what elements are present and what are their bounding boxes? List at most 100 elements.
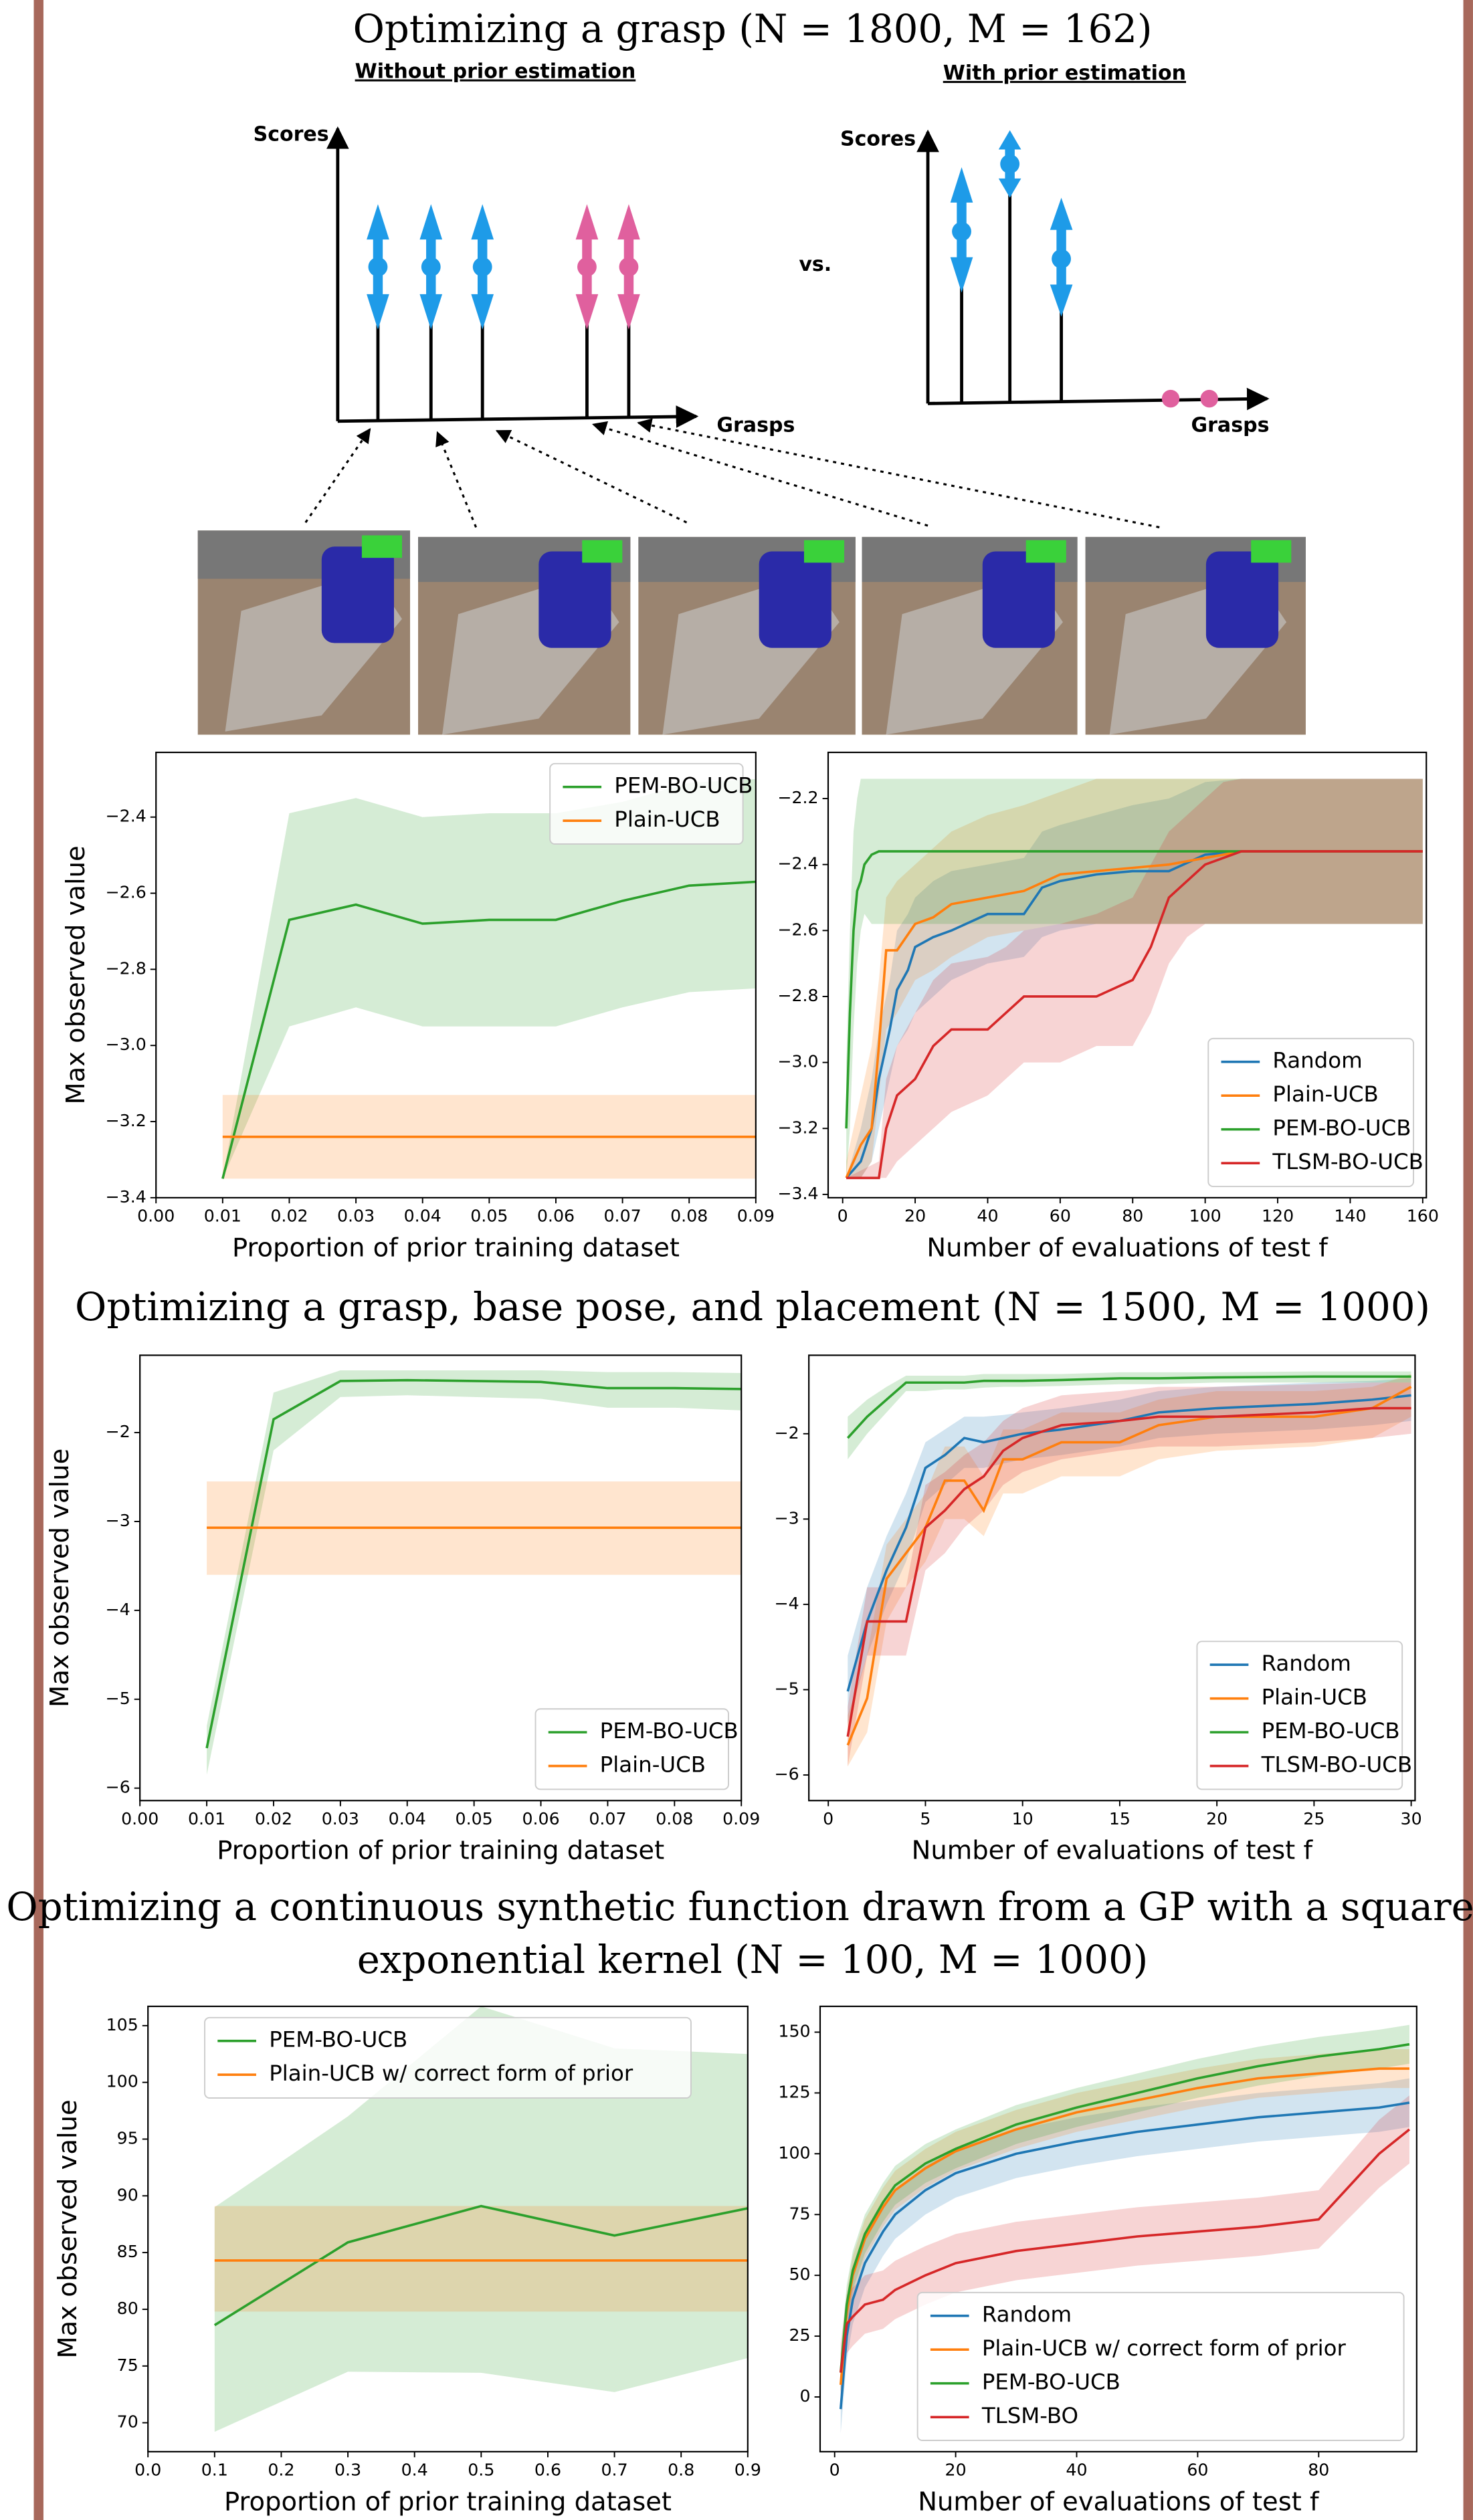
- legend-label: Plain-UCB w/ correct form of prior: [269, 2061, 633, 2086]
- y-tick-label: −2.6: [106, 883, 146, 902]
- y-tick-label: 85: [117, 2242, 138, 2261]
- confidence-band: [214, 2006, 748, 2432]
- series-line: [839, 2128, 1411, 2373]
- legend-frame: [204, 2016, 692, 2099]
- x-tick-label: 0.9: [734, 2460, 761, 2480]
- plot-area: [221, 778, 756, 1179]
- x-tick-label: 0.01: [204, 1206, 241, 1226]
- pointer: [495, 429, 688, 524]
- robot-image: [1085, 536, 1306, 735]
- y-tick-label: −3: [106, 1511, 130, 1530]
- x-tick-label: 0.0: [134, 2460, 161, 2480]
- legend-label: Plain-UCB w/ correct form of prior: [982, 2335, 1347, 2361]
- dot: [952, 221, 971, 241]
- series-line: [846, 1394, 1411, 1692]
- pointer: [637, 418, 1160, 528]
- dot: [472, 257, 492, 277]
- confidence-band: [848, 1374, 1411, 1767]
- legend-label: TLSM-BO-UCB: [1272, 1149, 1423, 1174]
- y-tick-label: −2.4: [106, 807, 146, 826]
- plot-area: [846, 1371, 1412, 1767]
- series-line: [846, 1386, 1412, 1746]
- x-tick-label: 0.02: [270, 1206, 308, 1226]
- legend-frame: [534, 1708, 729, 1790]
- robot-image: [418, 536, 631, 735]
- diagram-heading: With prior estimation: [943, 62, 1186, 85]
- robot-image: [862, 536, 1078, 735]
- pointers: [304, 418, 1160, 528]
- x-tick-label: 80: [1122, 1206, 1143, 1226]
- confidence-band: [846, 778, 1423, 1178]
- confidence-band: [840, 2078, 1409, 2434]
- legend: PEM-BO-UCB Plain-UCB: [549, 762, 753, 845]
- separator: vs.: [799, 253, 831, 276]
- x-tick-label: 0.00: [121, 1809, 159, 1828]
- x-tick-label: 40: [1066, 2460, 1087, 2480]
- plot-area: [205, 1370, 742, 1775]
- legend-label: PEM-BO-UCB: [614, 773, 753, 799]
- confidence-band: [846, 778, 1423, 1178]
- y-tick-label: 75: [789, 2204, 810, 2223]
- x-tick-label: 120: [1262, 1206, 1294, 1226]
- y-tick-label: 125: [778, 2082, 810, 2101]
- robot-images: [197, 530, 1306, 735]
- series-line: [205, 1378, 742, 1749]
- axes-frame: [808, 1354, 1416, 1802]
- y-tick-label: 105: [106, 2015, 138, 2034]
- diagram-heading: Without prior estimation: [355, 60, 636, 84]
- x-tick-label: 0.07: [589, 1809, 626, 1828]
- chart: 0 20 40 60 80 100 120 140 160 −3.4 −3.2 −3.0 −2.8 −2.…: [777, 751, 1439, 1263]
- y-axis-label: Max observed value: [61, 845, 91, 1104]
- x-tick-label: 20: [904, 1206, 926, 1226]
- y-tick-label: −5: [775, 1679, 799, 1698]
- plot-area: [845, 778, 1423, 1180]
- section-title: exponential kernel (N = 100, M = 1000): [357, 1937, 1149, 1982]
- dot: [1161, 389, 1180, 408]
- x-axis-label: Proportion of prior training dataset: [232, 1233, 680, 1263]
- x-tick-label: 0.7: [601, 2460, 628, 2480]
- x-tick-label: 0.01: [188, 1809, 225, 1828]
- y-tick-label: 150: [778, 2022, 810, 2041]
- axis: [337, 405, 699, 428]
- series-line: [213, 2204, 748, 2327]
- legend-frame: [1207, 1037, 1414, 1187]
- x-tick-label: 20: [1206, 1809, 1228, 1828]
- legend-label: PEM-BO-UCB: [1262, 1718, 1400, 1744]
- x-tick-label: 0.09: [722, 1809, 760, 1828]
- series-line: [839, 2067, 1409, 2385]
- y-tick-label: −6: [106, 1778, 130, 1797]
- series-line: [846, 1375, 1411, 1439]
- y-tick-label: 80: [117, 2299, 138, 2318]
- legend-label: Random: [982, 2302, 1072, 2327]
- x-tick-label: 0.03: [322, 1809, 359, 1828]
- x-tick-label: 25: [1303, 1809, 1324, 1828]
- x-tick-label: 10: [1012, 1809, 1034, 1828]
- legend-label: PEM-BO-UCB: [1272, 1116, 1411, 1141]
- x-tick-label: 15: [1109, 1809, 1131, 1828]
- y-tick-label: 70: [117, 2412, 138, 2432]
- y-tick-label: −2.8: [106, 958, 146, 978]
- diagram: Without prior estimation With prior esti…: [197, 60, 1306, 735]
- x-axis-label: Number of evaluations of test f: [912, 1836, 1314, 1866]
- plot-area: [839, 2024, 1411, 2434]
- series-line: [839, 2042, 1410, 2373]
- series-line: [846, 850, 1423, 1180]
- confidence-band: [840, 2095, 1409, 2402]
- legend-label: PEM-BO-UCB: [982, 2370, 1120, 2395]
- series-line: [845, 850, 1423, 1179]
- axis-label: Grasps: [1191, 414, 1269, 437]
- chart: 0.0 0.1 0.2 0.3 0.4 0.5 0.6 0.7 0.8 0.9 70 75 80 85 90…: [53, 2005, 761, 2517]
- series-line: [221, 880, 756, 1179]
- legend-label: TLSM-BO-UCB: [1261, 1752, 1412, 1778]
- legend: Random Plain-UCB PEM-BO-UCB TLSM-BO-UCB: [1207, 1037, 1423, 1187]
- confidence-band: [222, 778, 756, 1179]
- x-tick-label: 0: [829, 2460, 840, 2480]
- dot: [421, 257, 441, 277]
- legend-label: Random: [1262, 1651, 1351, 1676]
- section-title: Optimizing a grasp (N = 1800, M = 162): [353, 6, 1153, 51]
- x-tick-label: 0.04: [404, 1206, 441, 1226]
- legend: PEM-BO-UCB Plain-UCB: [534, 1708, 739, 1790]
- x-tick-label: 0: [823, 1809, 833, 1828]
